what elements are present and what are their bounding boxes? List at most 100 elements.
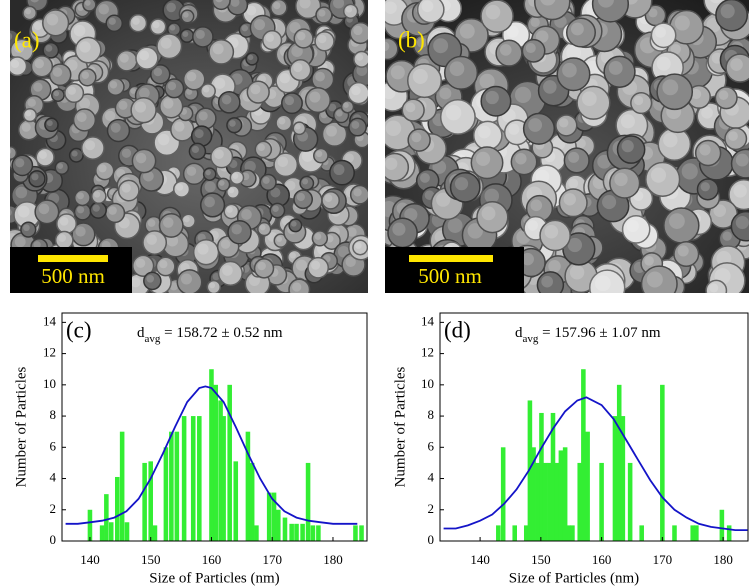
- particle-highlight: [254, 19, 265, 30]
- particle-highlight: [343, 103, 348, 108]
- bar: [501, 447, 506, 541]
- particle-highlight: [515, 87, 531, 103]
- particle-highlight: [195, 129, 204, 138]
- particle-highlight: [85, 0, 91, 6]
- particle-highlight: [23, 224, 30, 231]
- particle-highlight: [602, 195, 616, 209]
- particle-highlight: [130, 88, 136, 94]
- particle-highlight: [110, 81, 118, 89]
- particle-highlight: [229, 188, 235, 194]
- panel-label: (d): [444, 317, 471, 342]
- particle-highlight: [582, 91, 597, 106]
- particle-highlight: [701, 107, 713, 119]
- particle-highlight: [53, 67, 63, 77]
- x-tick-label: 160: [592, 552, 612, 567]
- particle-highlight: [47, 120, 53, 126]
- histogram: 02468101214140150160170180Size of Partic…: [392, 313, 748, 586]
- particle-highlight: [736, 216, 749, 229]
- particle-highlight: [701, 182, 710, 191]
- bar: [289, 524, 294, 541]
- particle-highlight: [166, 3, 176, 13]
- particle-highlight: [562, 63, 577, 78]
- particle-highlight: [176, 184, 183, 191]
- particle-highlight: [222, 95, 232, 105]
- particle-highlight: [353, 188, 361, 196]
- particle-highlight: [99, 164, 107, 172]
- bar: [182, 416, 187, 541]
- y-tick-label: 4: [50, 470, 57, 485]
- particle-highlight: [163, 98, 173, 108]
- bar: [209, 369, 214, 541]
- bar: [250, 463, 255, 541]
- particle-highlight: [72, 151, 78, 157]
- particle-highlight: [651, 168, 666, 183]
- bar: [197, 416, 202, 541]
- bar: [100, 525, 105, 541]
- particle-highlight: [736, 154, 749, 167]
- particle-highlight: [6, 148, 12, 154]
- particle-highlight: [77, 206, 84, 213]
- particle-highlight: [213, 43, 224, 54]
- particle-highlight: [122, 183, 131, 192]
- particle-highlight: [384, 1, 397, 14]
- bar: [559, 450, 564, 541]
- panel-label: (b): [398, 27, 425, 52]
- particle-highlight: [318, 35, 327, 44]
- annotation-text: = 157.96 ± 1.07 nm: [538, 325, 660, 341]
- bar: [359, 525, 364, 541]
- particle-highlight: [675, 16, 690, 31]
- particle-highlight: [351, 86, 360, 95]
- particle-highlight: [422, 0, 434, 12]
- particle-highlight: [450, 61, 465, 76]
- bar: [294, 524, 299, 541]
- particle-highlight: [485, 189, 500, 204]
- particle-highlight: [559, 118, 568, 127]
- scale-bar: 500 nm: [10, 247, 132, 293]
- particle-highlight: [290, 252, 296, 258]
- particle-highlight: [285, 96, 294, 105]
- x-tick-label: 180: [323, 552, 343, 567]
- particle-highlight: [318, 10, 325, 17]
- particle-highlight: [81, 71, 89, 79]
- particle-highlight: [199, 111, 208, 120]
- particle-highlight: [241, 209, 252, 220]
- particle-highlight: [622, 140, 634, 152]
- x-tick-label: 140: [470, 552, 490, 567]
- particle-highlight: [355, 242, 362, 249]
- particle-highlight: [311, 261, 320, 270]
- particle-highlight: [229, 120, 236, 127]
- bar: [543, 463, 548, 541]
- particle-highlight: [420, 173, 430, 183]
- particle-highlight: [226, 206, 232, 212]
- bar: [104, 494, 109, 541]
- y-axis-label: Number of Particles: [392, 366, 408, 487]
- bar: [142, 463, 147, 541]
- fit-curve: [444, 397, 748, 530]
- particle-highlight: [351, 121, 359, 129]
- particle-highlight: [214, 149, 224, 159]
- particle-highlight: [263, 177, 270, 184]
- bar: [316, 525, 321, 541]
- x-tick-label: 180: [713, 552, 733, 567]
- particle-highlight: [273, 2, 280, 9]
- particle-highlight: [187, 166, 196, 175]
- particle-highlight: [609, 61, 623, 75]
- bar: [88, 510, 93, 541]
- particle-highlight: [568, 178, 578, 188]
- particle-highlight: [302, 179, 308, 185]
- scale-line: [409, 255, 493, 262]
- particle-highlight: [39, 204, 50, 215]
- particle-highlight: [109, 18, 116, 25]
- particle-highlight: [266, 34, 274, 42]
- particle-highlight: [391, 65, 405, 79]
- y-tick-label: 0: [50, 532, 57, 547]
- particle-highlight: [595, 275, 611, 291]
- particle-highlight: [45, 45, 52, 52]
- particle-highlight: [135, 101, 146, 112]
- particle-highlight: [76, 226, 86, 236]
- particle-highlight: [25, 111, 31, 117]
- particle-highlight: [205, 181, 216, 192]
- scale-bar: 500 nm: [385, 247, 524, 293]
- particle-highlight: [719, 90, 729, 100]
- y-tick-label: 2: [428, 501, 435, 516]
